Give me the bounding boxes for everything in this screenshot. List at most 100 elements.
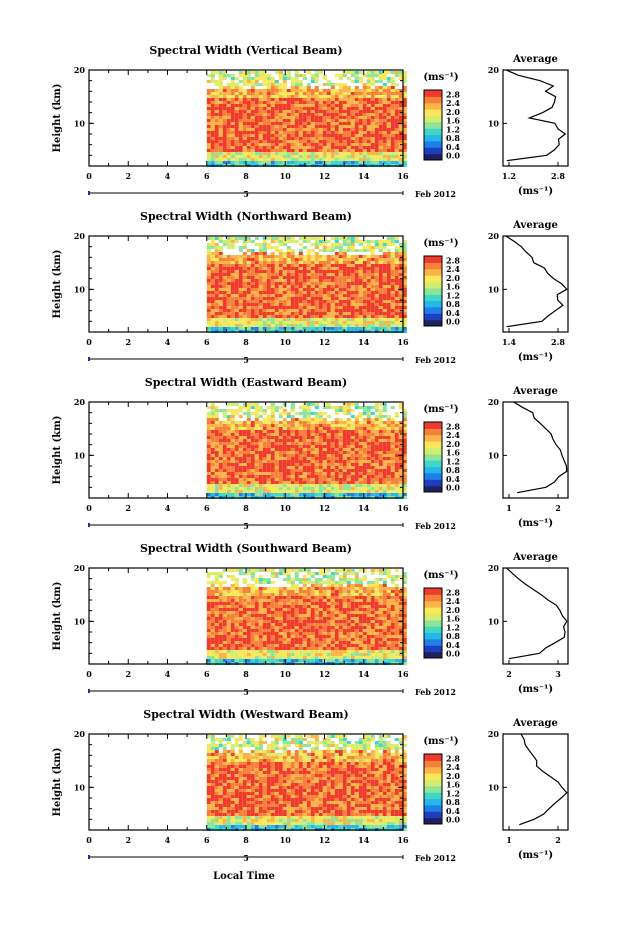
heatmap-cell <box>318 143 323 146</box>
heatmap-cell <box>382 442 387 445</box>
heatmap-cell <box>286 146 291 149</box>
heatmap-cell <box>250 442 255 445</box>
heatmap-cell <box>262 137 267 140</box>
heatmap-cell <box>302 324 307 327</box>
heatmap-cell <box>274 457 279 460</box>
heatmap-cell <box>230 134 235 137</box>
heatmap-cell <box>350 116 355 119</box>
heatmap-cell <box>234 98 239 101</box>
heatmap-cell <box>326 122 331 125</box>
heatmap-cell <box>282 134 287 137</box>
heatmap-cell <box>302 406 307 409</box>
heatmap-cell <box>390 430 395 433</box>
heatmap-cell <box>270 312 275 315</box>
heatmap-cell <box>350 457 355 460</box>
heatmap-cell <box>350 261 355 264</box>
heatmap-cell <box>250 113 255 116</box>
heatmap-cell <box>310 451 315 454</box>
heatmap-cell <box>246 463 251 466</box>
heatmap-cell <box>394 315 399 318</box>
heatmap-cell <box>206 252 211 255</box>
x-tick-label: 2 <box>125 337 131 347</box>
heatmap-cell <box>250 297 255 300</box>
heatmap-cell <box>314 572 319 575</box>
heatmap-cell <box>394 107 399 110</box>
heatmap-cell <box>274 264 279 267</box>
heatmap-cell <box>262 321 267 324</box>
colorbar-swatch <box>424 313 442 321</box>
heatmap-cell <box>330 315 335 318</box>
heatmap-cell <box>318 312 323 315</box>
heatmap-cell <box>402 430 407 433</box>
heatmap-cell <box>226 288 231 291</box>
heatmap-cell <box>266 451 271 454</box>
heatmap-cell <box>230 101 235 104</box>
heatmap-cell <box>282 572 287 575</box>
heatmap-cell <box>286 318 291 321</box>
heatmap-cell <box>302 460 307 463</box>
colorbar-tick-label: 1.2 <box>446 456 460 466</box>
heatmap-cell <box>346 451 351 454</box>
heatmap-cell <box>218 294 223 297</box>
heatmap-cell <box>258 276 263 279</box>
heatmap-cell <box>210 493 215 496</box>
heatmap-cell <box>214 318 219 321</box>
heatmap-cell <box>370 463 375 466</box>
heatmap-cell <box>370 303 375 306</box>
heatmap-cell <box>334 119 339 122</box>
heatmap-cell <box>382 439 387 442</box>
heatmap-cell <box>218 581 223 584</box>
heatmap-cell <box>382 261 387 264</box>
heatmap-cell <box>222 125 227 128</box>
colorbar-swatch <box>424 90 442 97</box>
heatmap-cell <box>310 282 315 285</box>
heatmap-cell <box>346 288 351 291</box>
heatmap-cell <box>346 134 351 137</box>
heatmap-cell <box>294 451 299 454</box>
heatmap-cell <box>242 460 247 463</box>
heatmap-cell <box>318 433 323 436</box>
heatmap-cell <box>266 95 271 98</box>
heatmap-cell <box>358 273 363 276</box>
heatmap-cell <box>346 457 351 460</box>
heatmap-cell <box>234 481 239 484</box>
heatmap-cell <box>270 318 275 321</box>
heatmap-cell <box>338 113 343 116</box>
heatmap-cell <box>298 484 303 487</box>
heatmap-cell <box>234 237 239 240</box>
heatmap-cell <box>322 412 327 415</box>
heatmap-cell <box>286 131 291 134</box>
heatmap-cell <box>282 122 287 125</box>
heatmap-cell <box>390 457 395 460</box>
heatmap-cell <box>258 466 263 469</box>
heatmap-cell <box>334 445 339 448</box>
heatmap-cell <box>282 436 287 439</box>
heatmap-cell <box>358 406 363 409</box>
heatmap-cell <box>366 415 371 418</box>
heatmap-cell <box>390 451 395 454</box>
heatmap-cell <box>246 122 251 125</box>
heatmap-cell <box>338 246 343 249</box>
heatmap-cell <box>354 481 359 484</box>
heatmap-cell <box>362 451 367 454</box>
heatmap-cell <box>322 481 327 484</box>
heatmap-cell <box>306 128 311 131</box>
heatmap-cell <box>294 478 299 481</box>
heatmap-cell <box>310 261 315 264</box>
colorbar-unit: (ms⁻¹) <box>423 72 458 83</box>
panel-title: Spectral Width (Eastward Beam) <box>145 376 347 389</box>
heatmap-cell <box>290 95 295 98</box>
heatmap-cell <box>298 578 303 581</box>
heatmap-cell <box>382 484 387 487</box>
heatmap-cell <box>378 484 383 487</box>
heatmap-cell <box>398 282 403 285</box>
heatmap-cell <box>222 442 227 445</box>
heatmap-cell <box>258 484 263 487</box>
heatmap-cell <box>358 294 363 297</box>
heatmap-cell <box>346 149 351 152</box>
heatmap-cell <box>354 125 359 128</box>
heatmap-cell <box>234 294 239 297</box>
heatmap-cell <box>310 89 315 92</box>
heatmap-cell <box>262 243 267 246</box>
heatmap-cell <box>254 406 259 409</box>
